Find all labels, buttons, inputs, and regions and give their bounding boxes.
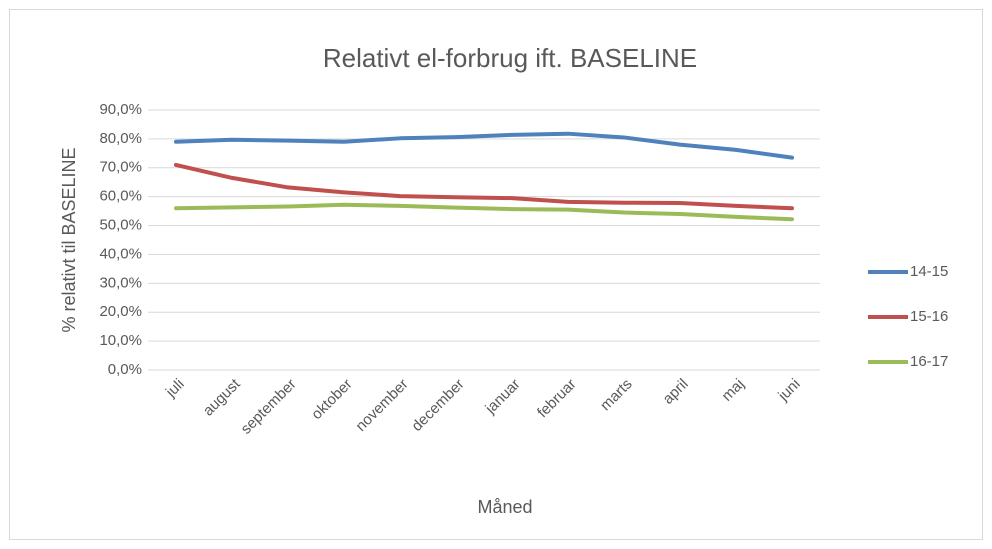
y-tick-label: 70,0% <box>99 159 142 176</box>
y-tick-label: 60,0% <box>99 188 142 205</box>
y-tick-label: 40,0% <box>99 245 142 262</box>
y-axis-label: % relativt til BASELINE <box>59 147 79 332</box>
x-axis-label: Måned <box>477 497 532 517</box>
y-tick-label: 50,0% <box>99 217 142 234</box>
series-line <box>174 131 794 160</box>
y-tick-label: 0,0% <box>108 361 142 378</box>
legend-label: 15-16 <box>910 308 948 325</box>
chart-title: Relativt el-forbrug ift. BASELINE <box>323 43 697 73</box>
series-line <box>174 202 794 222</box>
series-line <box>174 162 794 211</box>
legend-label: 14-15 <box>910 263 948 280</box>
y-tick-label: 80,0% <box>99 130 142 147</box>
y-tick-label: 10,0% <box>99 332 142 349</box>
legend-label: 16-17 <box>910 353 948 370</box>
chart-border <box>9 9 983 540</box>
y-tick-label: 30,0% <box>99 274 142 291</box>
y-tick-label: 90,0% <box>99 101 142 118</box>
y-tick-label: 20,0% <box>99 303 142 320</box>
